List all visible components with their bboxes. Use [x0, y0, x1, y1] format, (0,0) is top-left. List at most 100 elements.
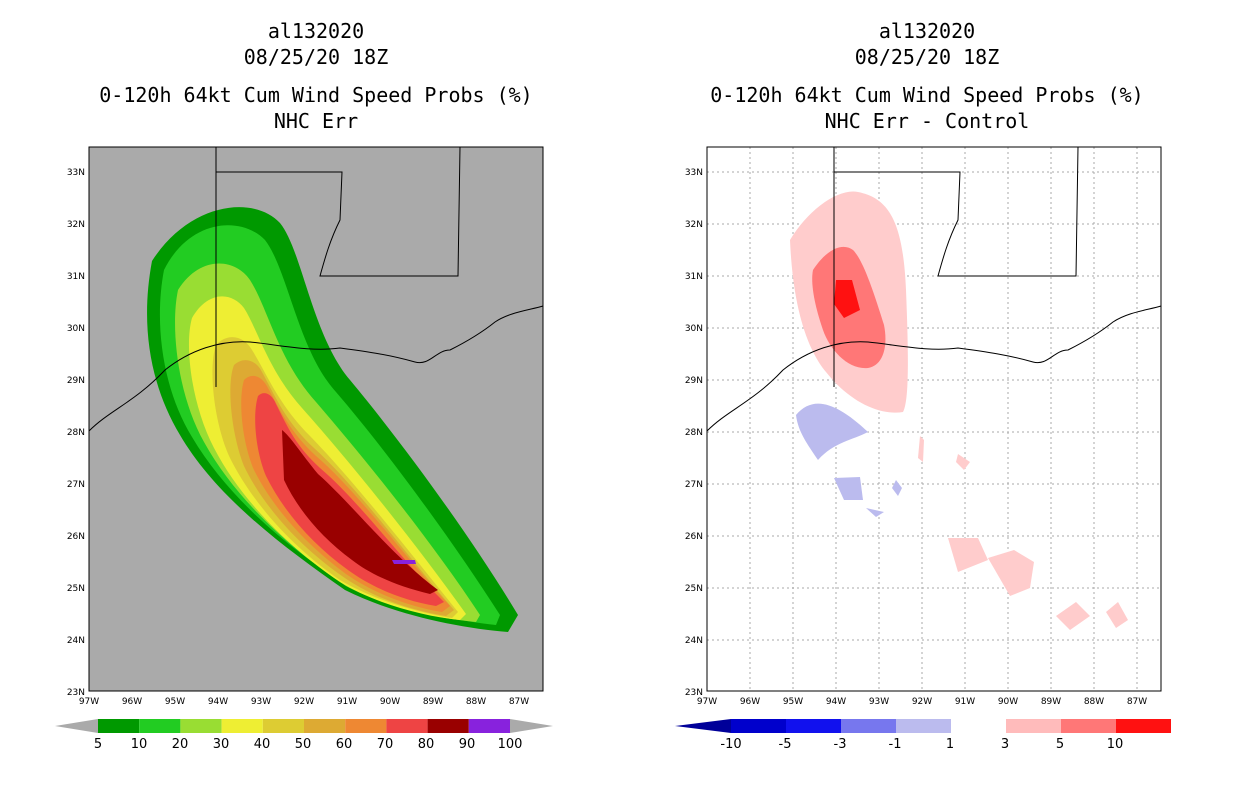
- cb-label: 5: [94, 737, 102, 752]
- colorbar-swatch: [180, 719, 222, 733]
- cb-label: 40: [254, 737, 271, 752]
- left-lat-ticks: 33N 32N 31N 30N 29N 28N 27N 26N 25N 24N …: [67, 168, 85, 698]
- lat-tick: 23N: [67, 688, 85, 698]
- diff-pos-1e: [988, 550, 1034, 596]
- colorbar-swatch: [1061, 719, 1116, 733]
- lat-tick: 26N: [67, 532, 85, 542]
- lon-tick: 88W: [466, 697, 486, 707]
- lat-tick: 33N: [685, 168, 703, 178]
- colorbar-swatch: [427, 719, 469, 733]
- colorbar-labels: -10 -5 -3 -1 1 3 5 10: [720, 737, 1123, 752]
- diff-pos-1c: [956, 454, 970, 470]
- diff-neg-1d: [866, 508, 884, 517]
- lat-tick: 31N: [67, 272, 85, 282]
- colorbar-swatch: [468, 719, 510, 733]
- right-product-title: 0-120h 64kt Cum Wind Speed Probs (%): [710, 83, 1144, 107]
- colorbar-swatch: [98, 719, 140, 733]
- right-storm-id: al132020: [878, 19, 976, 43]
- cb-label: 3: [1001, 737, 1009, 752]
- diff-neg-1b: [834, 477, 863, 500]
- lat-tick: 30N: [67, 324, 85, 334]
- lon-tick: 89W: [1041, 697, 1061, 707]
- colorbar-swatch: [304, 719, 346, 733]
- left-product-title: 0-120h 64kt Cum Wind Speed Probs (%): [99, 83, 533, 107]
- cb-label: -5: [779, 737, 792, 752]
- lon-tick: 92W: [912, 697, 932, 707]
- diff-pos-5: [834, 280, 860, 318]
- colorbar-swatch: [786, 719, 841, 733]
- lon-tick: 90W: [998, 697, 1018, 707]
- diff-pos-1d: [948, 538, 988, 572]
- colorbar-swatch: [262, 719, 304, 733]
- left-colorbar: 5 10 20 30 40 50 60 70 80 90 100: [55, 719, 553, 752]
- cb-label: -1: [889, 737, 902, 752]
- lat-tick: 24N: [67, 636, 85, 646]
- contour-90: [392, 560, 416, 564]
- cb-label: 70: [377, 737, 394, 752]
- colorbar-swatch: [386, 719, 428, 733]
- lon-tick: 91W: [955, 697, 975, 707]
- lon-tick: 93W: [251, 697, 271, 707]
- left-probability-contours: [147, 207, 518, 632]
- colorbar-swatch: [1116, 719, 1171, 733]
- diff-neg-1a: [796, 403, 868, 460]
- colorbar-left-arrow: [675, 719, 731, 733]
- diff-pos-1b: [918, 436, 924, 462]
- cb-label: 10: [1107, 737, 1124, 752]
- colorbar-right-arrow: [510, 719, 553, 733]
- lat-tick: 27N: [685, 480, 703, 490]
- left-map-frame: [88, 146, 544, 692]
- cb-label: 90: [459, 737, 476, 752]
- diff-neg-1c: [892, 480, 902, 496]
- lat-tick: 27N: [67, 480, 85, 490]
- colorbar-swatch: [221, 719, 263, 733]
- lon-tick: 97W: [79, 697, 99, 707]
- colorbar-swatch: [1006, 719, 1061, 733]
- colorbar-swatches: [98, 719, 510, 733]
- lat-tick: 29N: [685, 376, 703, 386]
- colorbar-swatches: [731, 719, 1171, 733]
- lon-tick: 87W: [1127, 697, 1147, 707]
- right-coastline: [706, 146, 1162, 432]
- right-map-background: [707, 147, 1161, 691]
- right-difference-map: 33N 32N 31N 30N 29N 28N 27N 26N 25N 24N …: [685, 146, 1162, 707]
- lon-tick: 95W: [783, 697, 803, 707]
- lon-tick: 92W: [294, 697, 314, 707]
- lon-tick: 93W: [869, 697, 889, 707]
- right-colorbar: -10 -5 -3 -1 1 3 5 10: [675, 719, 1171, 752]
- cb-label: 20: [172, 737, 189, 752]
- lat-tick: 28N: [685, 428, 703, 438]
- colorbar-swatch: [951, 719, 1006, 733]
- lat-tick: 26N: [685, 532, 703, 542]
- cb-label: 5: [1056, 737, 1064, 752]
- cb-label: -10: [720, 737, 741, 752]
- colorbar-swatch: [731, 719, 786, 733]
- colorbar-swatch: [841, 719, 896, 733]
- left-coastline: [88, 146, 544, 432]
- contour-70: [255, 393, 444, 606]
- lat-tick: 32N: [685, 220, 703, 230]
- right-datetime: 08/25/20 18Z: [854, 45, 1000, 69]
- cb-label: 30: [213, 737, 230, 752]
- lat-tick: 29N: [67, 376, 85, 386]
- cb-label: 1: [946, 737, 954, 752]
- lat-tick: 24N: [685, 636, 703, 646]
- lon-tick: 96W: [122, 697, 142, 707]
- lon-tick: 94W: [208, 697, 228, 707]
- right-lon-ticks: 97W 96W 95W 94W 93W 92W 91W 90W 89W 88W …: [697, 697, 1147, 707]
- right-subtitle: NHC Err - Control: [824, 109, 1030, 133]
- cb-label: -3: [834, 737, 847, 752]
- colorbar-swatch: [345, 719, 387, 733]
- left-subtitle: NHC Err: [273, 109, 359, 133]
- lat-tick: 25N: [685, 584, 703, 594]
- lat-tick: 23N: [685, 688, 703, 698]
- lat-tick: 31N: [685, 272, 703, 282]
- lon-tick: 90W: [380, 697, 400, 707]
- left-storm-id: al132020: [267, 19, 365, 43]
- left-lon-ticks: 97W 96W 95W 94W 93W 92W 91W 90W 89W 88W …: [79, 697, 529, 707]
- lon-tick: 96W: [740, 697, 760, 707]
- left-title-block: al132020 08/25/20 18Z 0-120h 64kt Cum Wi…: [16, 18, 616, 134]
- right-map-frame: [706, 146, 1162, 692]
- lon-tick: 88W: [1084, 697, 1104, 707]
- right-difference-contours: [790, 191, 1128, 630]
